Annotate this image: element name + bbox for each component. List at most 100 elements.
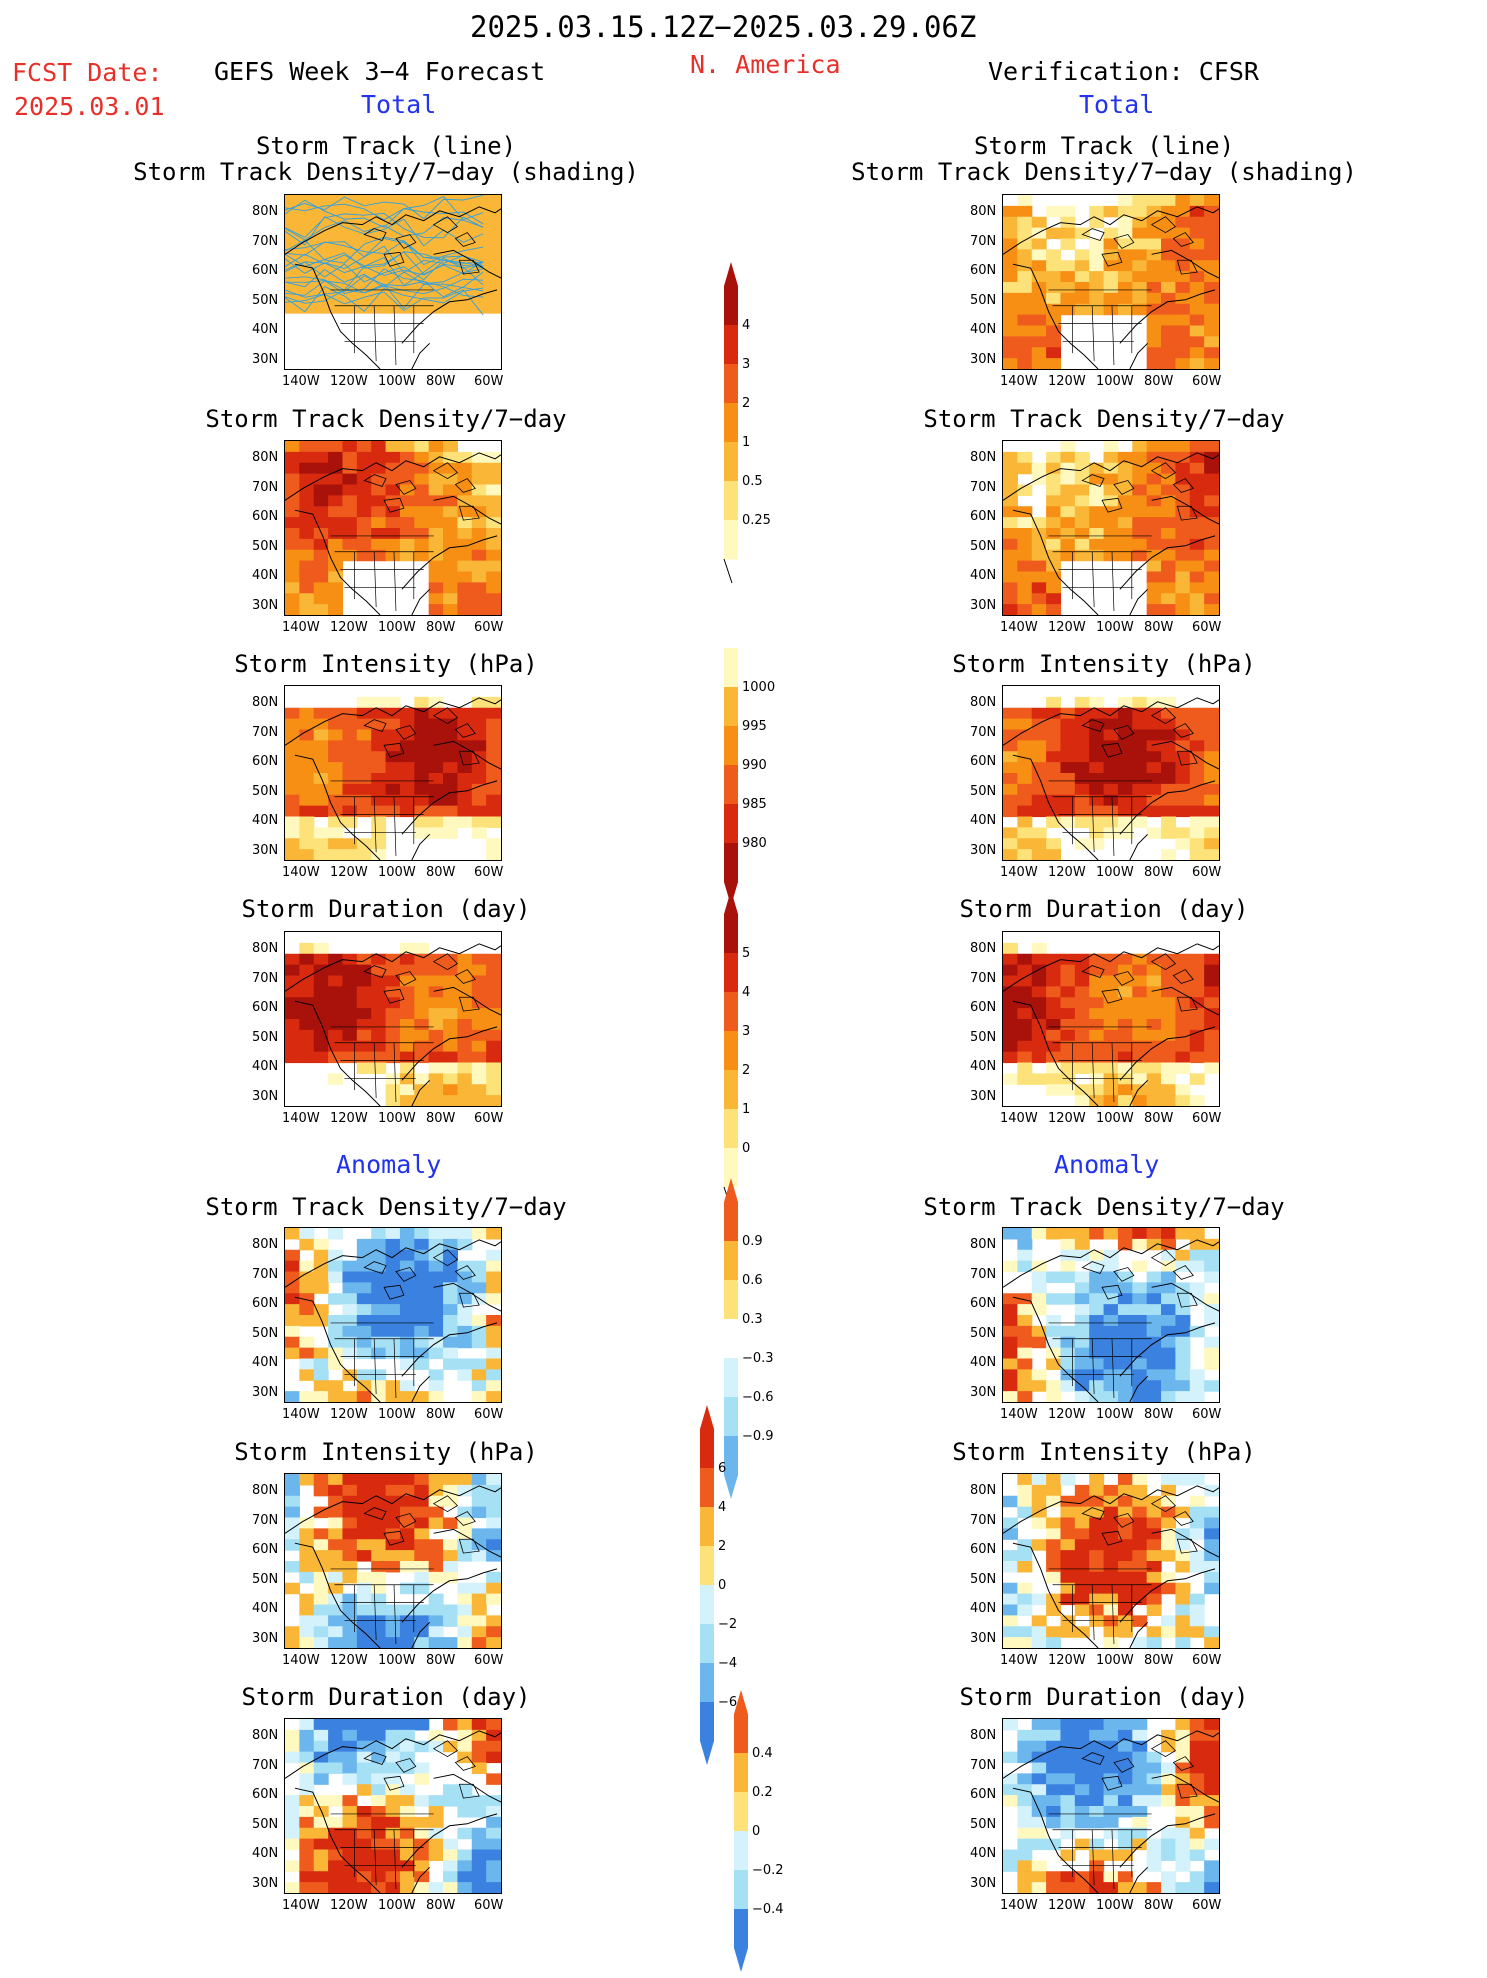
lat-tick-label: 40N xyxy=(252,1846,279,1861)
lat-tick-label: 60N xyxy=(970,754,997,769)
colorbar-tick-label: 0 xyxy=(752,1824,760,1839)
lat-tick-label: 60N xyxy=(970,1296,997,1311)
colorbar-segment xyxy=(724,1241,738,1281)
lat-tick-label: 70N xyxy=(252,233,279,249)
map-density-left xyxy=(284,440,502,616)
lat-tick-label: 30N xyxy=(970,1088,997,1104)
data-shading xyxy=(1003,1719,1219,1893)
colorbar-segment xyxy=(724,1280,738,1320)
lon-tick-label: 60W xyxy=(1192,620,1222,635)
lon-tick-label: 100W xyxy=(378,865,416,880)
colorbar-duration-total: 5 4 3 2 1 0 xyxy=(723,890,794,1217)
date-range-title: 2025.03.15.12Z−2025.03.29.06Z xyxy=(470,10,977,44)
lat-tick-label: 50N xyxy=(252,292,279,308)
map-track-left xyxy=(284,194,502,370)
lon-tick-label: 60W xyxy=(474,1111,504,1126)
arctic-islands xyxy=(1081,216,1198,275)
colorbar-segment xyxy=(734,1870,748,1910)
lat-tick-label: 80N xyxy=(252,941,279,956)
state-borders xyxy=(1048,535,1152,612)
map-duration-anom-left xyxy=(284,1718,502,1894)
arctic-islands xyxy=(363,462,480,521)
data-shading xyxy=(1003,696,1219,860)
lat-tick-label: 40N xyxy=(970,322,997,337)
arctic-islands xyxy=(1081,707,1198,766)
lon-tick-label: 100W xyxy=(1096,865,1134,880)
colorbar-segment xyxy=(724,804,738,844)
colorbar-tick-label: −0.4 xyxy=(752,1902,784,1917)
lon-tick-label: 140W xyxy=(282,1407,320,1422)
lat-tick-label: 40N xyxy=(252,1059,279,1074)
lon-tick-label: 120W xyxy=(330,1898,368,1913)
lon-tick-label: 60W xyxy=(474,374,504,389)
lon-tick-label: 80W xyxy=(1144,374,1174,389)
title-density-anom-right: Storm Track Density/7−day xyxy=(923,1193,1285,1221)
colorbar-segment xyxy=(724,1436,738,1476)
lat-tick-label: 60N xyxy=(252,1000,279,1015)
lon-tick-label: 120W xyxy=(330,620,368,635)
colorbar-segment xyxy=(724,286,738,326)
colorbar-tick-label: 1000 xyxy=(742,680,775,695)
lon-tick-label: 60W xyxy=(1192,1898,1222,1913)
lon-tick-label: 120W xyxy=(330,1111,368,1126)
colorbar-segment xyxy=(700,1546,714,1586)
lon-tick-label: 120W xyxy=(330,1407,368,1422)
colorbar-segment xyxy=(734,1909,748,1949)
colorbar-top-arrow xyxy=(724,890,738,914)
title-duration-right: Storm Duration (day) xyxy=(959,895,1249,923)
colorbar-bottom-arrow xyxy=(700,1741,714,1765)
lat-tick-label: 40N xyxy=(252,1355,279,1370)
title-duration-anom-left: Storm Duration (day) xyxy=(241,1683,531,1711)
data-shading xyxy=(1003,1228,1219,1402)
lat-tick-label: 70N xyxy=(970,724,997,740)
data-shading xyxy=(285,1474,501,1648)
colorbar-tick-label: −4 xyxy=(718,1656,737,1671)
lon-tick-label: 100W xyxy=(1096,374,1134,389)
colorbar-segment xyxy=(724,992,738,1032)
lon-tick-label: 140W xyxy=(1000,1653,1038,1668)
lat-tick-label: 50N xyxy=(252,1816,279,1832)
lat-tick-label: 50N xyxy=(970,1816,997,1832)
lon-tick-label: 100W xyxy=(378,1407,416,1422)
lat-tick-label: 50N xyxy=(252,1571,279,1587)
colorbar-segment xyxy=(724,1070,738,1110)
colorbar-tick-label: −0.6 xyxy=(742,1390,774,1405)
colorbar-segment xyxy=(724,687,738,727)
lon-tick-label: 80W xyxy=(426,1653,456,1668)
lon-tick-label: 120W xyxy=(1048,1111,1086,1126)
lat-tick-label: 30N xyxy=(970,1630,997,1646)
state-borders xyxy=(330,780,434,857)
colorbar-bottom-arrow xyxy=(734,1948,748,1972)
title-intensity-anom-right: Storm Intensity (hPa) xyxy=(952,1438,1256,1466)
lat-tick-label: 70N xyxy=(252,1512,279,1528)
data-shading xyxy=(1003,195,1219,369)
lon-tick-label: 120W xyxy=(1048,374,1086,389)
data-shading xyxy=(1003,1474,1219,1648)
data-shading xyxy=(285,1228,501,1402)
lon-tick-label: 100W xyxy=(1096,1898,1134,1913)
lat-tick-label: 80N xyxy=(970,695,997,710)
arctic-islands xyxy=(1081,462,1198,521)
lat-tick-label: 40N xyxy=(970,1846,997,1861)
lat-tick-label: 30N xyxy=(970,1384,997,1400)
colorbar-tick-label: 990 xyxy=(742,758,767,773)
lat-tick-label: 80N xyxy=(252,1237,279,1252)
colorbar-segment xyxy=(724,953,738,993)
colorbar-tick-label: 2 xyxy=(742,396,750,411)
lat-tick-label: 60N xyxy=(970,1000,997,1015)
lat-tick-label: 70N xyxy=(970,1757,997,1773)
colorbar-tick-label: −2 xyxy=(718,1617,737,1632)
colorbar-tick-label: 0.4 xyxy=(752,1746,773,1761)
colorbar-segment xyxy=(724,1397,738,1437)
lon-tick-label: 80W xyxy=(426,865,456,880)
colorbar-tick-label: 5 xyxy=(742,946,750,961)
colorbar-tick-label: 4 xyxy=(718,1500,726,1515)
lat-tick-label: 60N xyxy=(252,1542,279,1557)
lon-tick-label: 100W xyxy=(1096,620,1134,635)
lat-tick-label: 70N xyxy=(252,479,279,495)
colorbar-segment xyxy=(700,1585,714,1625)
data-shading xyxy=(285,195,501,316)
colorbar-tick-label: 2 xyxy=(742,1063,750,1078)
colorbar-segment xyxy=(734,1831,748,1871)
colorbar-segment xyxy=(724,1148,738,1188)
